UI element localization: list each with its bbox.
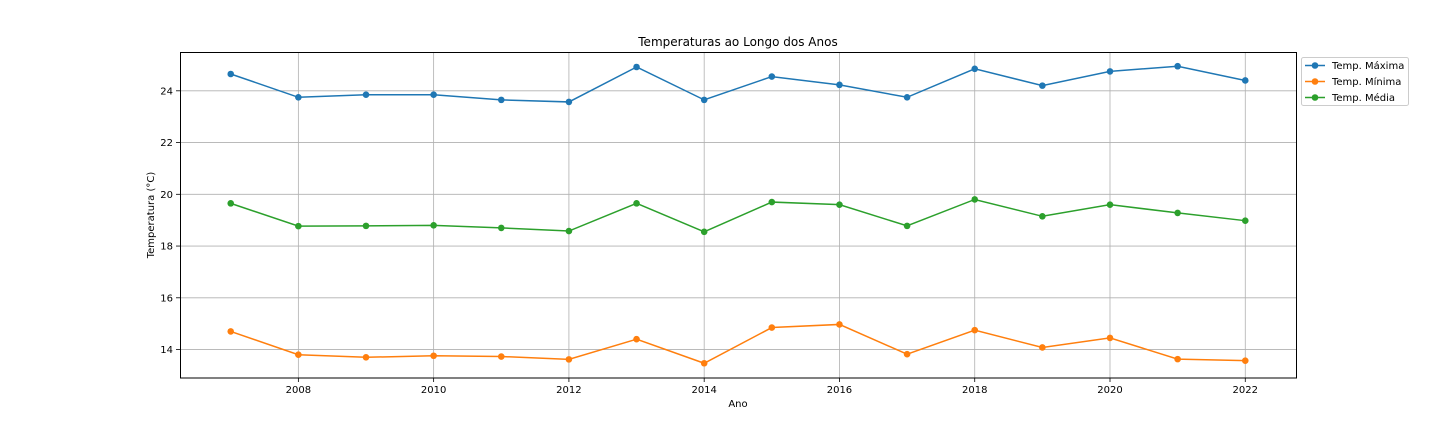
y-tick-label: 22	[160, 138, 173, 149]
data-point	[430, 222, 437, 229]
data-point	[1174, 209, 1181, 217]
legend-label: Temp. Média	[1331, 92, 1395, 104]
series-line	[230, 323, 1246, 365]
data-point	[971, 65, 979, 73]
legend-label: Temp. Mínima	[1331, 76, 1401, 88]
y-tick-label: 16	[160, 293, 173, 304]
data-point	[362, 222, 370, 230]
data-point	[768, 198, 776, 206]
data-point	[768, 324, 776, 331]
x-tick-label: 2008	[286, 385, 311, 396]
y-axis-ticks: 14 16 18 20 22 24	[160, 86, 180, 356]
legend-marker	[1311, 78, 1319, 85]
data-point	[295, 222, 302, 230]
data-point	[497, 96, 505, 104]
data-point	[633, 335, 640, 343]
series-line	[230, 65, 1246, 103]
legend: Temp. Máxima Temp. Mínima Temp. Média	[1301, 57, 1409, 106]
data-point	[227, 200, 235, 207]
plot-frame	[180, 52, 1297, 379]
chart-title: Temperaturas ao Longo dos Anos	[637, 35, 837, 49]
data-point	[1106, 68, 1114, 75]
x-axis-label: Ano	[728, 399, 747, 410]
series-1	[227, 321, 1249, 367]
y-tick-label: 20	[160, 190, 173, 201]
data-point	[430, 352, 437, 360]
y-axis-label: Temperatura (°C)	[146, 172, 157, 260]
data-point	[1039, 82, 1046, 89]
data-point	[1106, 201, 1114, 208]
x-tick-label: 2020	[1097, 385, 1122, 396]
data-point	[295, 351, 302, 359]
data-point	[1174, 62, 1181, 70]
series-group	[227, 62, 1249, 367]
data-point	[903, 93, 911, 101]
data-point	[700, 228, 708, 236]
series-0	[227, 62, 1249, 106]
data-point	[971, 196, 979, 203]
data-point	[1174, 355, 1181, 363]
legend-marker	[1311, 62, 1319, 69]
legend-label: Temp. Máxima	[1331, 60, 1404, 72]
data-point	[430, 91, 437, 98]
x-tick-label: 2016	[827, 385, 852, 396]
x-tick-label: 2022	[1233, 385, 1258, 396]
data-point	[565, 98, 573, 106]
data-point	[1241, 357, 1249, 364]
data-point	[903, 222, 911, 230]
data-point	[1241, 77, 1249, 84]
y-tick-label: 24	[160, 86, 173, 97]
data-point	[1241, 217, 1249, 224]
data-point	[1039, 212, 1046, 220]
x-tick-label: 2018	[962, 385, 987, 396]
data-point	[362, 354, 370, 361]
x-axis-ticks: 2008 2010 2012 2014 2016 2018 2020 2022	[286, 378, 1258, 396]
data-point	[227, 328, 235, 335]
data-point	[971, 326, 979, 334]
data-point	[1039, 344, 1046, 351]
data-point	[700, 96, 708, 104]
data-point	[497, 353, 505, 360]
series-2	[227, 196, 1249, 236]
grid-lines	[180, 52, 1296, 378]
data-point	[295, 93, 302, 101]
data-point	[362, 91, 370, 98]
data-point	[836, 201, 843, 208]
y-tick-label: 18	[160, 242, 173, 253]
y-tick-label: 14	[160, 345, 173, 356]
data-point	[700, 359, 708, 367]
data-point	[1106, 334, 1114, 342]
legend-marker	[1311, 94, 1319, 101]
data-point	[633, 63, 640, 71]
data-point	[836, 81, 843, 89]
x-tick-label: 2012	[556, 385, 581, 396]
data-point	[565, 227, 573, 235]
x-tick-label: 2010	[421, 385, 446, 396]
data-point	[633, 200, 640, 207]
data-point	[565, 356, 573, 363]
data-point	[836, 321, 843, 328]
legend-box	[1301, 57, 1409, 106]
data-point	[497, 224, 505, 232]
data-point	[768, 73, 776, 80]
data-point	[227, 70, 235, 78]
data-point	[903, 350, 911, 358]
x-tick-label: 2014	[691, 385, 716, 396]
series-line	[230, 198, 1246, 233]
